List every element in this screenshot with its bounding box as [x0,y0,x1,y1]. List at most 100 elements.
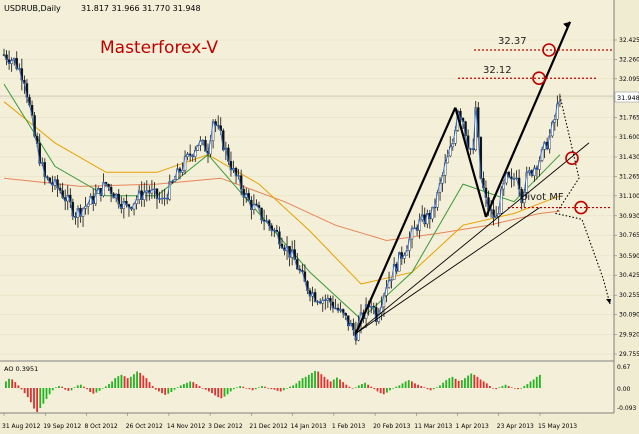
oscillator-bar [357,385,360,388]
oscillator-bar [501,386,504,388]
watermark: Masterforex-V [100,38,218,58]
oscillator-bar [539,374,541,388]
oscillator-bar [20,388,23,390]
oscillator-bar [173,388,176,390]
oscillator-bar [498,387,501,388]
oscillator-bar [251,388,254,391]
oscillator-bar [111,381,113,388]
support-line-2 [355,207,540,334]
price-tick-label: 31.265 [619,173,639,180]
level-label-1: 32.37 [498,36,527,47]
oscillator-bar [529,381,532,388]
oscillator-bar [495,388,498,390]
price-tick-label: 32.425 [619,37,639,44]
oscillator-bar [136,371,138,388]
oscillator-bar [54,387,57,388]
level-label-2: 32.12 [483,65,512,76]
trend-line-up-2 [484,21,572,218]
oscillator-bar [79,384,82,388]
target-circle-32-37 [542,43,556,57]
oscillator-bar [229,388,232,392]
oscillator-bar [279,388,282,392]
oscillator-bar [211,388,213,394]
oscillator-bar [432,388,435,390]
oscillator-bar [535,376,538,388]
oscillator-bar [158,388,160,392]
oscillator-bar [195,384,198,388]
price-tick-label: 30.930 [619,213,639,220]
oscillator-bar [201,388,204,389]
oscillator-bar [311,372,313,388]
oscillator-bar [323,376,326,388]
oscillator-bar [92,388,95,394]
trend-line-down [454,107,488,218]
date-tick-label: 3 Dec 2012 [208,423,243,430]
price-tick-label: 31.765 [619,115,639,122]
oscillator-bar [445,380,448,388]
oscillator-bar [286,388,288,389]
ma-slow-line [3,177,560,242]
oscillator-bar [451,376,454,388]
forecast-arrow-head [606,299,611,305]
oscillator-bar [457,380,460,388]
oscillator-bar [289,386,291,388]
oscillator-bar [226,388,229,395]
scenario-circle-high [565,151,579,165]
oscillator-bar [332,379,335,388]
oscillator-bar [261,386,263,388]
oscillator-bar [189,381,192,388]
oscillator-bar [295,383,298,388]
oscillator-bar [98,388,101,391]
oscillator-bar [48,388,51,395]
price-tick-label: 30.590 [619,253,639,260]
oscillator-bar [198,386,201,388]
oscillator-bar [29,388,32,403]
date-tick-label: 23 Apr 2013 [497,423,534,430]
oscillator-bar [207,388,210,392]
price-tick-label: 29.920 [619,332,639,339]
oscillator-bar [89,388,92,392]
date-tick-label: 8 Oct 2012 [84,423,117,430]
candles [2,48,562,345]
oscillator-bar [254,388,257,390]
oscillator-bar [376,388,379,392]
date-tick-label: 1 Feb 2013 [332,423,366,430]
osc-tick-zero: 0.00 [617,386,631,393]
oscillator-bar [329,381,332,388]
date-axis: 31 Aug 2012 19 Sep 2012 8 Oct 2012 26 Oct 2… [2,413,577,430]
oscillator-bar [176,387,179,388]
price-axis: 32.42532.26032.09531.93031.76531.60031.4… [614,37,639,358]
current-price-label: 31.948 [617,94,639,102]
oscillator-bar [342,382,345,388]
oscillator-bars [5,370,541,412]
oscillator-bar [139,372,142,388]
oscillator-bar [482,381,485,388]
price-tick-label: 32.260 [619,56,639,63]
oscillator-bar [417,384,420,388]
oscillator-bar [320,374,323,388]
current-price-tag [614,91,639,103]
oscillator-bar [292,385,295,388]
oscillator-bar [14,382,17,388]
oscillator-bar [33,388,35,409]
oscillator-bar [464,378,466,388]
oscillator-bar [51,388,54,391]
oscillator-bar [42,388,45,404]
oscillator-bar [179,385,182,388]
oscillator-bar [395,386,398,388]
oscillator-bar [514,388,516,389]
oscillator-bar [385,388,388,393]
oscillator-bar [364,382,366,388]
oscillator-bar [161,388,163,394]
oscillator-bar [257,387,260,388]
support-line-1 [355,142,590,334]
oscillator-bar [11,379,14,388]
oscillator-bar [17,385,20,388]
symbol-label: USDRUB,Daily [4,4,61,13]
oscillator-bar [517,388,519,390]
oscillator-bar [170,388,173,392]
oscillator-bar [510,387,513,388]
close-line [3,54,561,341]
oscillator-bar [414,383,416,388]
